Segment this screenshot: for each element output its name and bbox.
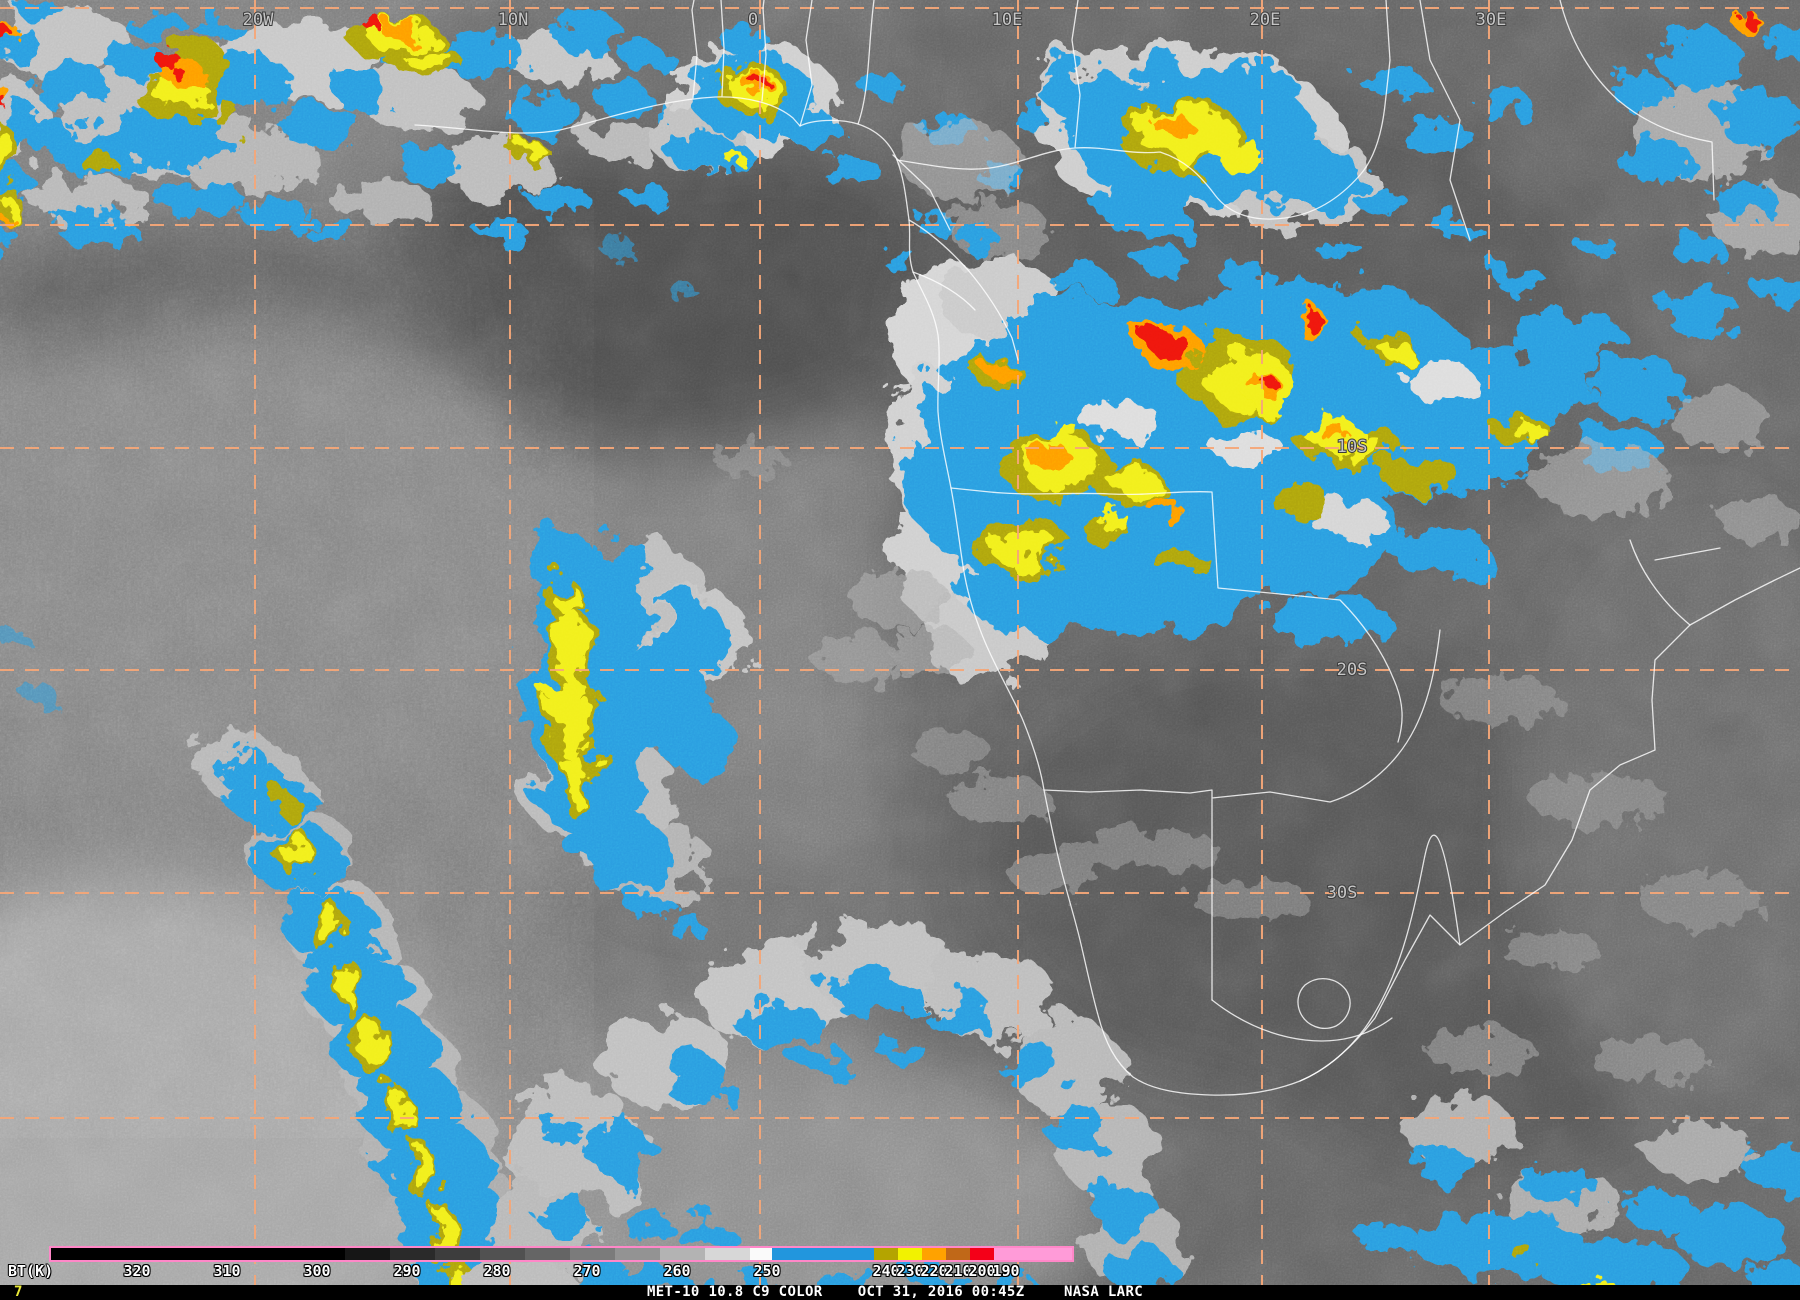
colorbar-tick: 200 — [968, 1262, 996, 1280]
colorbar-segment — [660, 1248, 705, 1260]
colorbar-tick: 250 — [753, 1262, 781, 1280]
colorbar-tick: 300 — [303, 1262, 331, 1280]
colorbar-segment — [970, 1248, 994, 1260]
colorbar-segment — [525, 1248, 570, 1260]
colorbar-segment — [435, 1248, 480, 1260]
colorbar-tick: 240 — [872, 1262, 900, 1280]
colorbar-segment — [874, 1248, 898, 1260]
colorbar-segment — [570, 1248, 615, 1260]
grid-label: 10N — [498, 10, 529, 30]
colorbar-segment — [994, 1248, 1072, 1260]
grid-label: 30S — [1327, 883, 1358, 903]
colorbar-segment — [615, 1248, 660, 1260]
grid-label: 0 — [748, 10, 758, 30]
colorbar-title: BT(K) — [8, 1262, 54, 1280]
colorbar-tick: 290 — [393, 1262, 421, 1280]
colorbar-tick: 320 — [123, 1262, 151, 1280]
colorbar-tick: 260 — [663, 1262, 691, 1280]
image-caption: MET-10 10.8 C9 COLOR OCT 31, 2016 00:45Z — [647, 1284, 1025, 1300]
grid-label: 20E — [1250, 10, 1281, 30]
colorbar-segment — [51, 1248, 345, 1260]
grid-label: 10S — [1337, 437, 1368, 457]
grid-label: 20W — [243, 10, 274, 30]
colorbar-tick: 210 — [944, 1262, 972, 1280]
colorbar-segment — [345, 1248, 390, 1260]
colorbar-segment — [705, 1248, 750, 1260]
channel-number: 7 — [14, 1284, 23, 1300]
colorbar-segment — [390, 1248, 435, 1260]
colorbar-tick: 230 — [896, 1262, 924, 1280]
credit-label: NASA LARC — [1064, 1284, 1144, 1300]
grid-label: 30E — [1476, 10, 1507, 30]
footer-bar: 7 MET-10 10.8 C9 COLOR OCT 31, 2016 00:4… — [0, 1285, 1800, 1300]
colorbar-segment — [922, 1248, 946, 1260]
colorbar-tick: 280 — [483, 1262, 511, 1280]
country-borders — [414, 0, 1800, 1096]
colorbar-tick: 190 — [992, 1262, 1020, 1280]
colorbar-segment — [750, 1248, 772, 1260]
colorbar-segment — [480, 1248, 525, 1260]
grid-label: 10E — [992, 10, 1023, 30]
colorbar-tick: 220 — [920, 1262, 948, 1280]
colorbar — [49, 1246, 1074, 1262]
colorbar-segment — [946, 1248, 970, 1260]
colorbar-segment — [898, 1248, 922, 1260]
geo-grid-labels: 20W 10N 0 10E 20E 30E 10S 20S 30S — [242, 9, 1508, 904]
grid-label: 20S — [1337, 660, 1368, 680]
colorbar-tick: 310 — [213, 1262, 241, 1280]
colorbar-segment — [772, 1248, 874, 1260]
colorbar-tick: 270 — [573, 1262, 601, 1280]
